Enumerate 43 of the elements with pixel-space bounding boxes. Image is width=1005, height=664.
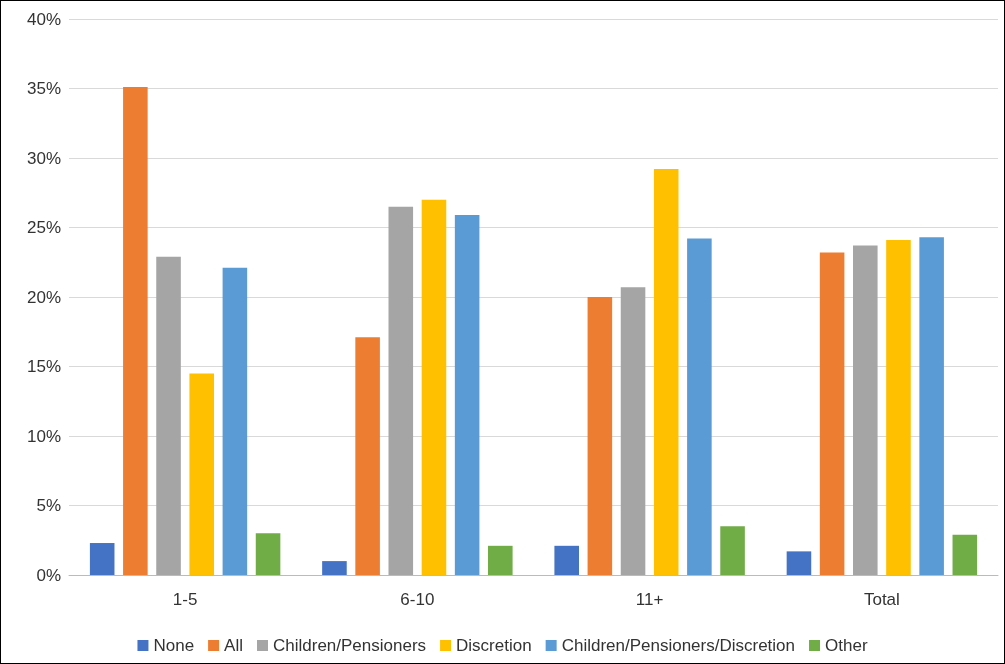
bar bbox=[919, 237, 944, 575]
bar bbox=[886, 240, 911, 575]
bar bbox=[89, 543, 115, 575]
x-tick-label: 1-5 bbox=[172, 590, 198, 609]
legend-label: Children/Pensioners bbox=[272, 636, 427, 655]
bar bbox=[587, 297, 613, 575]
bar bbox=[687, 238, 712, 575]
y-tick-label: 15% bbox=[26, 357, 61, 376]
bar bbox=[189, 373, 214, 575]
bar bbox=[653, 169, 679, 575]
x-tick-label: Total bbox=[863, 590, 900, 609]
y-tick-label: 5% bbox=[36, 496, 61, 515]
y-tick-label: 30% bbox=[26, 148, 61, 168]
y-tick-label: 20% bbox=[26, 287, 61, 307]
y-tick-label: 10% bbox=[26, 426, 61, 446]
bar bbox=[952, 534, 978, 575]
bar bbox=[819, 252, 845, 575]
bar bbox=[355, 337, 380, 575]
bar bbox=[620, 287, 646, 575]
bar bbox=[853, 245, 878, 575]
legend-label: Discretion bbox=[456, 636, 532, 655]
bar bbox=[720, 526, 745, 575]
bar bbox=[388, 206, 414, 575]
y-tick-label: 40% bbox=[26, 9, 61, 29]
x-tick-label: 6-10 bbox=[400, 590, 435, 609]
legend-label: Other bbox=[825, 636, 868, 655]
y-tick-label: 35% bbox=[26, 79, 61, 98]
legend-label: None bbox=[153, 636, 195, 655]
bar bbox=[421, 199, 447, 575]
bar bbox=[554, 545, 579, 575]
bar bbox=[786, 551, 812, 575]
bar bbox=[322, 561, 347, 575]
bar bbox=[222, 267, 248, 575]
bar bbox=[255, 533, 281, 575]
y-tick-label: 0% bbox=[36, 565, 61, 585]
legend-label: Children/Pensioners/Discretion bbox=[561, 636, 796, 655]
bar bbox=[454, 214, 480, 575]
bar bbox=[156, 256, 181, 575]
bar bbox=[488, 545, 513, 575]
y-tick-label: 25% bbox=[26, 218, 61, 237]
x-tick-label: 11+ bbox=[635, 590, 664, 609]
legend-label: All bbox=[224, 636, 243, 655]
bar bbox=[123, 87, 148, 575]
